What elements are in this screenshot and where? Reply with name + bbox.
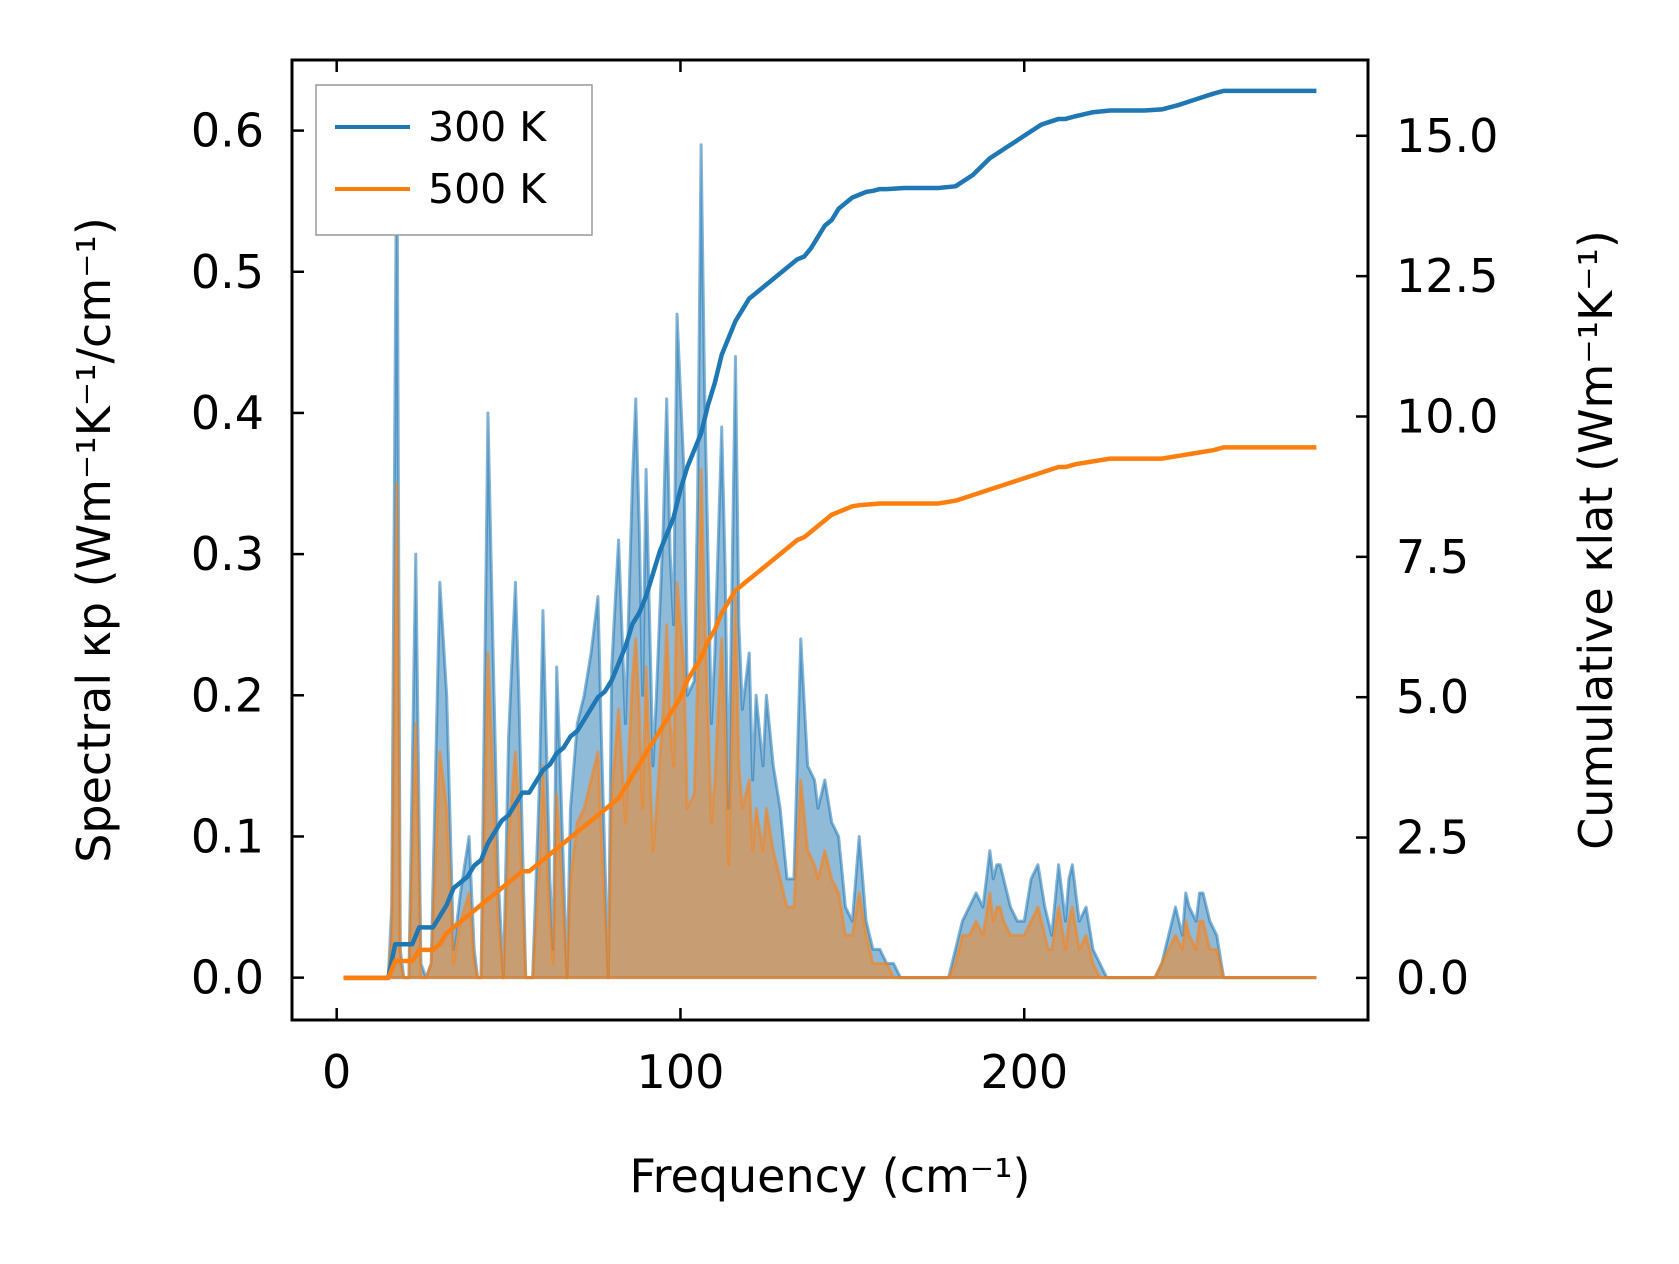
spectral-line-300k: [343, 100, 1317, 980]
x-tick-label: 0: [322, 1045, 351, 1099]
spectral-fill-500k: [343, 469, 1317, 978]
left-y-axis-label: Spectral κp (Wm⁻¹K⁻¹/cm⁻¹): [67, 217, 121, 863]
x-tick-label: 200: [980, 1045, 1068, 1099]
right-y-tick-label: 5.0: [1396, 670, 1469, 724]
left-y-tick-label: 0.3: [191, 527, 264, 581]
plot-marks: [343, 88, 1317, 981]
legend-label-300k: 300 K: [428, 103, 547, 151]
x-tick-label: 100: [637, 1045, 725, 1099]
spectral-line-500k: [343, 467, 1317, 980]
legend-box: [315, 84, 593, 236]
left-y-tick-label: 0.1: [191, 809, 264, 863]
left-y-tick-label: 0.0: [191, 951, 264, 1005]
right-y-tick-label: 0.0: [1396, 951, 1469, 1005]
x-axis-ticks: 0 100 200: [322, 60, 1068, 1099]
right-y-tick-label: 12.5: [1396, 249, 1498, 303]
left-y-axis-ticks: 0.0 0.1 0.2 0.3 0.4 0.5 0.6: [191, 104, 304, 1005]
left-y-tick-label: 0.2: [191, 668, 264, 722]
plot-frame: [290, 58, 1370, 1022]
right-y-tick-label: 2.5: [1396, 811, 1469, 865]
right-y-axis-ticks: 0.0 2.5 5.0 7.5 10.0 12.5 15.0: [1356, 109, 1498, 1005]
right-y-tick-label: 15.0: [1396, 109, 1498, 163]
cumulative-line-500k: [343, 445, 1317, 981]
legend-label-500k: 500 K: [428, 165, 547, 213]
legend: 300 K 500 K: [315, 84, 593, 236]
cumulative-line-300k: [343, 88, 1317, 981]
spectral-fill-300k: [343, 102, 1317, 978]
right-y-tick-label: 10.0: [1396, 389, 1498, 443]
left-y-tick-label: 0.4: [191, 386, 264, 440]
x-axis-label: Frequency (cm⁻¹): [630, 1149, 1031, 1203]
right-y-tick-label: 7.5: [1396, 530, 1469, 584]
left-y-tick-label: 0.5: [191, 245, 264, 299]
left-y-tick-label: 0.6: [191, 104, 264, 158]
right-y-axis-label: Cumulative κlat (Wm⁻¹K⁻¹): [1569, 230, 1623, 850]
